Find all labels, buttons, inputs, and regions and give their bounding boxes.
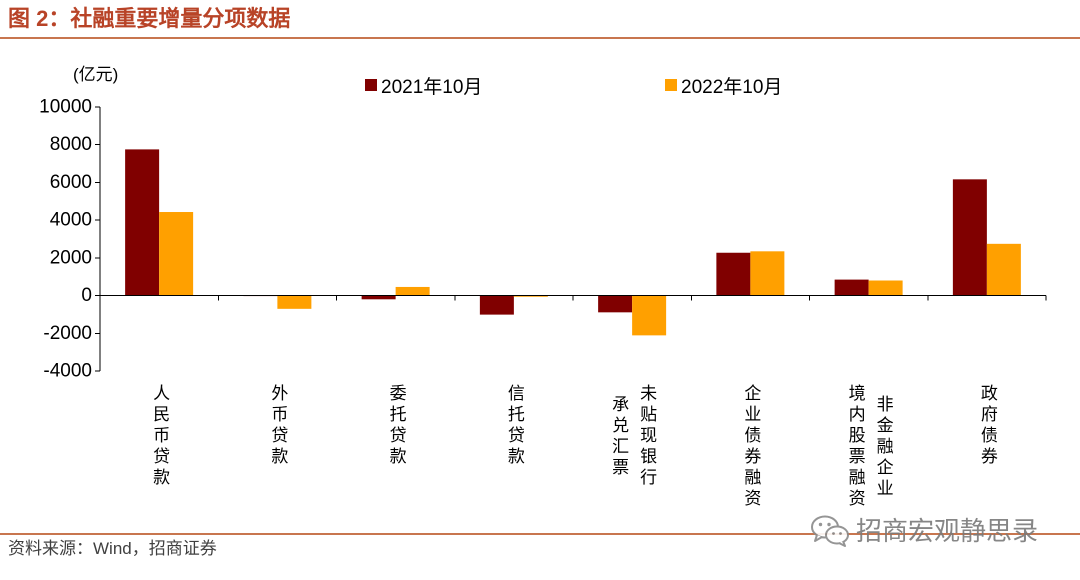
y-tick-label: -2000: [43, 323, 92, 344]
bar-series1-category1: [125, 149, 160, 296]
watermark-text: 招商宏观静思录: [856, 516, 1039, 546]
title-divider: [0, 37, 1080, 39]
bar-series1-category3: [361, 295, 396, 300]
y-tick-label: -4000: [43, 361, 92, 382]
y-tick-label: 4000: [50, 210, 92, 231]
x-category-label: 未贴现银行 承兑汇票: [608, 384, 657, 489]
bar-series2-category6: [750, 251, 785, 296]
bar-series1-category7: [834, 279, 869, 296]
y-axis-unit-label: (亿元): [73, 65, 119, 84]
watermark: 招商宏观静思录: [810, 513, 1038, 549]
legend-label: 2021年10月: [381, 76, 483, 98]
y-tick-label: 2000: [50, 247, 92, 268]
wechat-icon: [811, 515, 849, 547]
bar-series2-category3: [395, 286, 430, 296]
footer-divider: [0, 533, 1080, 535]
axes: [95, 106, 1047, 372]
bar-series2-category2: [277, 295, 312, 309]
x-category-label: 外币贷款: [267, 384, 288, 468]
bar-series1-category4: [479, 295, 514, 315]
bar-series2-category1: [159, 212, 194, 296]
bar-series2-category7: [868, 280, 903, 296]
y-tick-labels: -4000 -2000 0 2000 4000 6000 8000 10000: [39, 97, 92, 382]
bar-series1-category8: [952, 179, 987, 296]
legend-item: 2022年10月: [665, 74, 783, 98]
x-category-label: 人民币贷款: [149, 384, 170, 489]
legend-item: 2021年10月: [365, 74, 483, 98]
bar-series2-category5: [632, 295, 667, 336]
y-tick-label: 0: [81, 285, 92, 306]
x-category-label: 非金融企业 境内股票融资: [844, 384, 893, 510]
x-category-label: 企业债券融资: [740, 384, 761, 510]
x-category-label: 委托贷款: [385, 384, 406, 468]
bar-chart: -4000 -2000 0 2000 4000 6000 8000 10000: [39, 97, 1047, 382]
figure-title: 图 2：社融重要增量分项数据: [8, 6, 291, 31]
legend-swatch: [365, 79, 377, 91]
bar-series2-category4: [513, 295, 548, 297]
bar-group: [125, 149, 1021, 336]
x-category-label: 信托贷款: [503, 384, 524, 468]
legend-swatch: [665, 79, 677, 91]
bar-series1-category6: [716, 252, 751, 296]
y-tick-label: 6000: [50, 172, 92, 193]
y-tick-label: 10000: [39, 97, 92, 118]
y-tick-label: 8000: [50, 134, 92, 155]
legend-label: 2022年10月: [681, 76, 783, 98]
x-category-label: 政府债券: [976, 384, 997, 468]
bar-series1-category5: [598, 295, 633, 313]
source-note: 资料来源：Wind，招商证券: [8, 539, 217, 558]
bar-series2-category8: [986, 243, 1021, 296]
